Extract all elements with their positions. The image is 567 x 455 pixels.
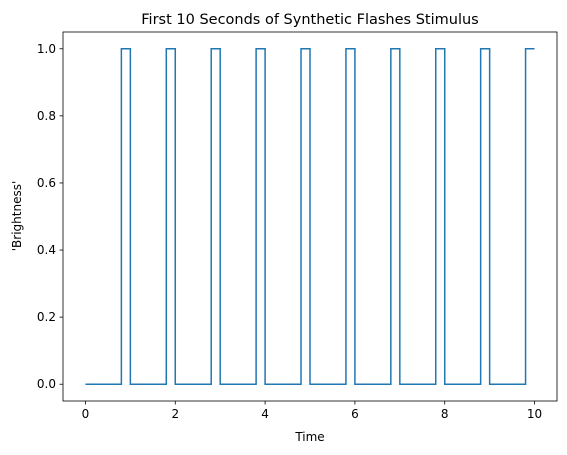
y-tick-label: 0.2 [37, 310, 56, 324]
y-axis-label: 'Brightness' [10, 181, 24, 252]
x-tick-label: 0 [82, 407, 90, 421]
x-tick-label: 10 [527, 407, 542, 421]
chart-title: First 10 Seconds of Synthetic Flashes St… [141, 12, 478, 28]
x-axis-label: Time [294, 430, 324, 444]
y-tick-label: 0.8 [37, 109, 56, 123]
y-tick-label: 0.4 [37, 243, 56, 257]
x-tick-label: 2 [171, 407, 179, 421]
plot-area: 0 2 4 6 8 10 0.0 0.2 0.4 0.6 0.8 1.0 [37, 31, 558, 421]
x-tick-label: 8 [441, 407, 449, 421]
y-tick-label: 0.0 [37, 377, 56, 391]
y-tick-label: 1.0 [37, 42, 56, 56]
y-tick-label: 0.6 [37, 176, 56, 190]
plot-frame [62, 31, 558, 402]
x-tick-label: 4 [261, 407, 269, 421]
x-axis: 0 2 4 6 8 10 [82, 401, 542, 421]
y-axis: 0.0 0.2 0.4 0.6 0.8 1.0 [37, 42, 63, 391]
series-line [85, 48, 535, 385]
x-tick-label: 6 [351, 407, 359, 421]
